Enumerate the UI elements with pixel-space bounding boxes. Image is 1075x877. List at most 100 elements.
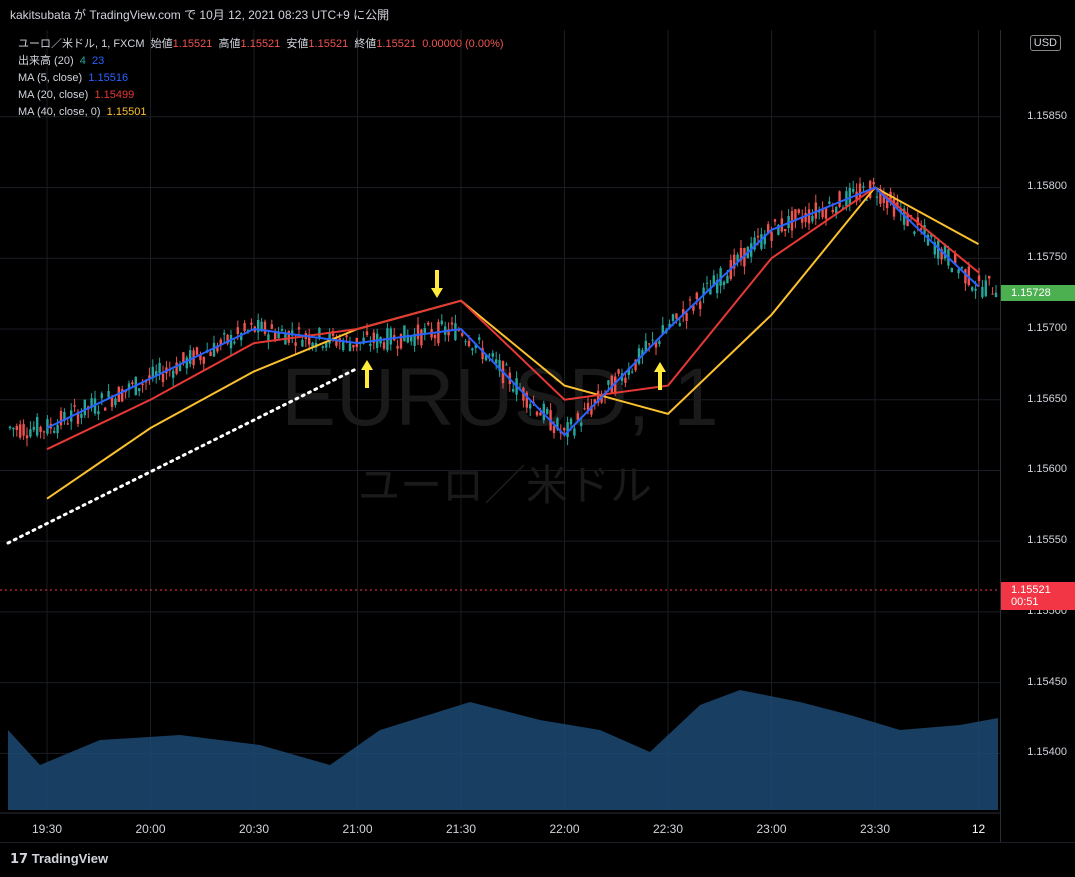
tradingview-logo[interactable]: 𝟭𝟳 TradingView: [10, 851, 108, 867]
candle-body: [770, 231, 773, 241]
candle-body: [848, 187, 851, 205]
buy-arrow-2: [654, 362, 666, 390]
time-tick-label: 23:30: [860, 822, 890, 836]
price-tick-label: 1.15550: [1027, 534, 1067, 547]
candle-body: [345, 335, 348, 338]
candle-body: [875, 196, 879, 198]
time-axis[interactable]: 19:30 20:00 20:30 21:00 21:30 22:00 22:30 23:00…: [0, 812, 1000, 836]
candle-body: [457, 329, 460, 331]
candle-body: [641, 350, 644, 356]
legend-volume-down: 23: [92, 55, 105, 67]
candle-body: [15, 425, 18, 431]
candle-body: [73, 405, 76, 407]
time-tick-label: 22:30: [653, 822, 683, 836]
candle-body: [491, 353, 494, 357]
candle-body: [967, 266, 970, 286]
candle-body: [488, 354, 491, 356]
price-tick-label: 1.15450: [1027, 675, 1067, 688]
candle-body: [233, 341, 236, 344]
candle-body: [352, 344, 355, 348]
candle-body: [138, 388, 141, 391]
candle-body: [542, 403, 545, 421]
candle-body: [467, 340, 471, 347]
candle-body: [879, 188, 882, 204]
candle-body: [104, 407, 107, 411]
ma40-line: [46, 186, 979, 500]
time-tick-label: 23:00: [756, 822, 786, 836]
candle-body: [124, 390, 127, 393]
candle-body: [202, 356, 205, 364]
candle-body: [576, 413, 579, 420]
candle-body: [280, 329, 284, 331]
candle-body: [586, 402, 590, 411]
candle-body: [607, 380, 610, 385]
candle-body: [933, 242, 936, 255]
candle-body: [637, 348, 641, 364]
candle-body: [495, 359, 498, 364]
candle-body: [807, 209, 811, 224]
candle-body: [960, 267, 964, 269]
candle-body: [53, 430, 56, 433]
candle-body: [433, 335, 437, 339]
volume-area: [8, 690, 998, 810]
sell-arrow-1-head: [431, 288, 443, 298]
candle-body: [569, 418, 573, 425]
candle-body: [716, 280, 719, 294]
candle-body: [56, 424, 59, 434]
candle-body: [342, 341, 345, 351]
candle-body: [97, 411, 100, 415]
candle-body: [478, 337, 481, 340]
candle-body: [161, 373, 165, 383]
candle-body: [991, 293, 994, 295]
sell-arrow-1-shaft: [435, 270, 439, 288]
candle-body: [858, 183, 862, 198]
candle-body: [648, 343, 651, 345]
legend-ma40-value: 1.15501: [106, 106, 147, 118]
candle-body: [66, 423, 69, 425]
candle-body: [719, 268, 722, 286]
candle-body: [369, 343, 372, 346]
price-axis[interactable]: 1.15850 1.15800 1.15750 1.15700 1.15650 1.156…: [1000, 30, 1075, 842]
time-tick-label: 19:30: [32, 822, 62, 836]
candle-body: [46, 419, 49, 434]
legend-low: 1.15521: [308, 38, 349, 50]
candle-body: [651, 339, 654, 341]
candle-body: [760, 234, 763, 249]
candle-body: [219, 339, 222, 346]
candle-body: [423, 328, 426, 334]
volume-fill: [8, 690, 998, 810]
candle-body: [828, 201, 831, 205]
currency-button[interactable]: USD: [1029, 35, 1061, 51]
candle-body: [212, 342, 216, 357]
candle-body: [563, 428, 566, 431]
trend-line[interactable]: [6, 366, 360, 545]
buy-arrow-2-head: [654, 362, 666, 372]
candle-body: [556, 418, 559, 430]
time-tick-label: 20:00: [135, 822, 165, 836]
candle-body: [328, 332, 331, 344]
buy-arrow-1-shaft: [365, 370, 369, 388]
candle-body: [950, 267, 953, 273]
candle-body: [994, 292, 998, 298]
price-chart[interactable]: EURUSD, 1 ユーロ／米ドル 19:30 20:00 20:30 21:00 21…: [0, 30, 1000, 842]
candle-body: [954, 253, 957, 264]
candle-body: [692, 305, 695, 311]
candle-body: [794, 209, 797, 221]
legend-ma5-label: MA (5, close): [18, 72, 83, 84]
candle-body: [617, 369, 620, 374]
candle-body: [396, 345, 399, 349]
price-tick-label: 1.15400: [1027, 746, 1067, 759]
candle-body: [811, 215, 814, 222]
ma20-line: [46, 186, 980, 451]
candle-body: [678, 323, 681, 326]
candle-body: [668, 323, 671, 328]
candle-body: [308, 334, 311, 345]
candle-body: [39, 426, 42, 432]
legend-high: 1.15521: [240, 38, 281, 50]
candle-body: [977, 275, 981, 281]
chart-legend: ユーロ／米ドル, 1, FXCM 始値1.15521 高値1.15521 安値1…: [18, 36, 504, 121]
candle-body: [32, 426, 35, 430]
legend-close: 1.15521: [376, 38, 417, 50]
candle-body: [427, 322, 430, 325]
candle-body: [406, 334, 409, 343]
